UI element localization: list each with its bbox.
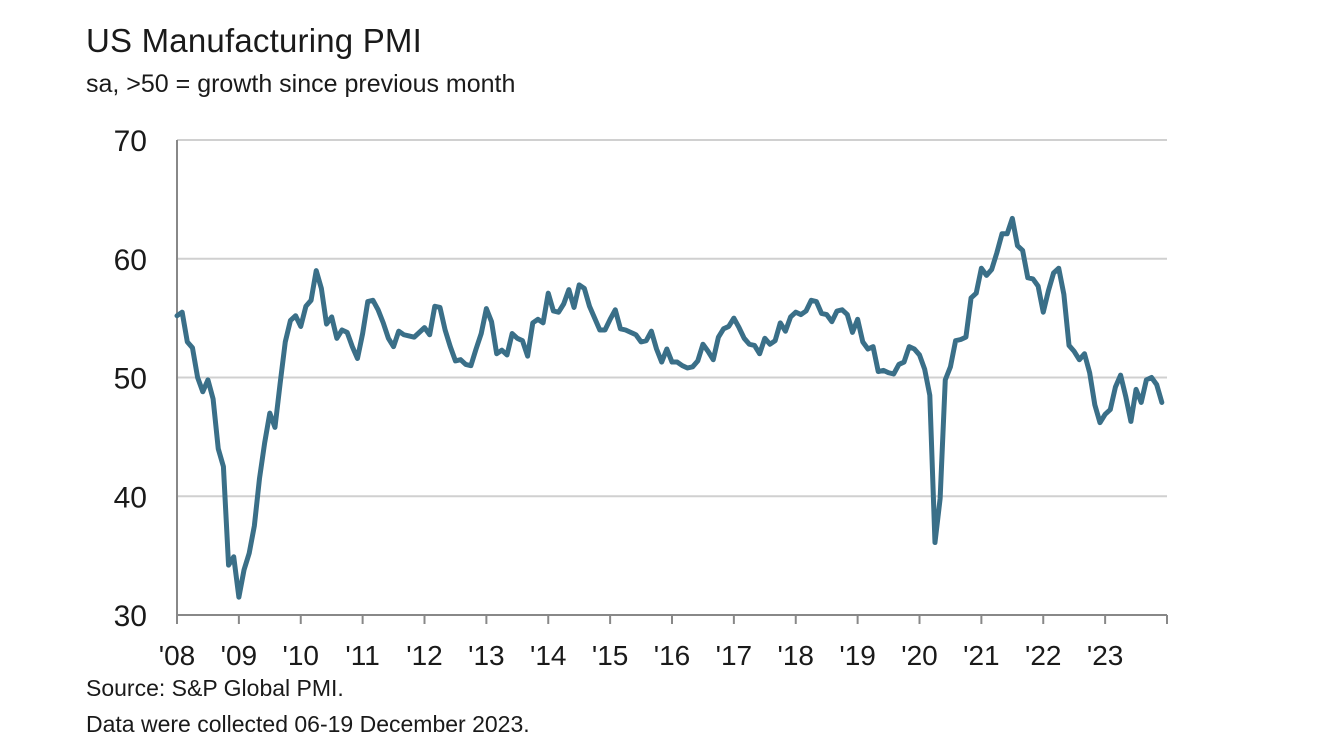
chart-subtitle: sa, >50 = growth since previous month [86,70,516,98]
x-tick-label: '08 [159,640,196,671]
y-tick-label: 30 [114,600,147,633]
y-tick-label: 50 [114,363,147,396]
x-tick-label: '17 [716,640,753,671]
x-tick-label: '10 [283,640,320,671]
x-tick-label: '21 [963,640,1000,671]
x-tick-label: '19 [839,640,876,671]
x-tick-label: '13 [468,640,505,671]
x-tick-label: '11 [345,640,379,671]
x-tick-label: '12 [406,640,443,671]
y-tick-label: 40 [114,481,147,514]
series-line-pmi [174,215,1165,600]
y-tick-label: 60 [114,244,147,277]
x-tick-label: '15 [592,640,629,671]
x-tick-label: '20 [901,640,938,671]
x-tick-label: '22 [1025,640,1062,671]
x-tick-label: '16 [654,640,691,671]
source-note: Source: S&P Global PMI. [86,675,344,701]
chart-title: US Manufacturing PMI [86,22,422,59]
y-tick-label: 70 [114,125,147,158]
x-tick-label: '14 [530,640,567,671]
x-tick-label: '09 [221,640,258,671]
x-axis-ticks: '08 '09 '10 '11 '12 '13 '14 '15 '16 '17 '18 '19 '20 '… [159,615,1168,671]
y-axis-ticks: 30 40 50 60 70 [114,125,147,633]
gridlines [177,139,1167,498]
collection-note: Data were collected 06-19 December 2023. [86,711,530,737]
x-tick-label: '18 [778,640,815,671]
x-tick-label: '23 [1087,640,1124,671]
